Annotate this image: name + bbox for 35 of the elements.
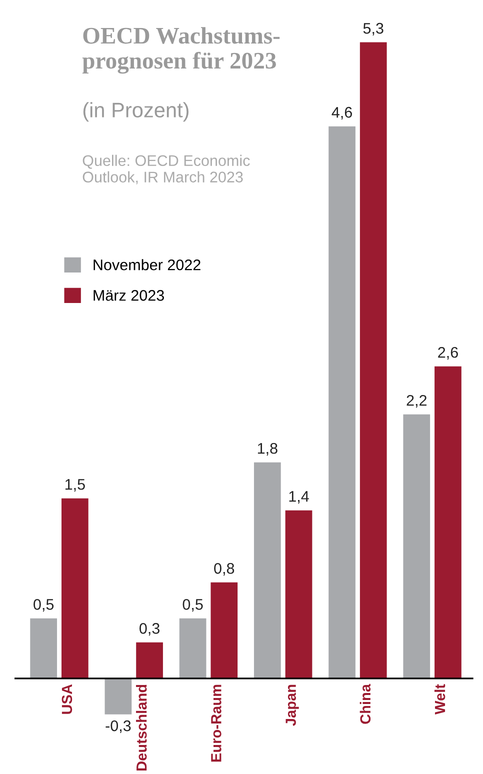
data-label: 0,5 [182, 599, 203, 612]
bar [285, 510, 312, 678]
data-label: 0,3 [140, 623, 160, 636]
bar [360, 42, 387, 678]
legend-label: März 2023 [94, 290, 164, 301]
chart-title: OECD Wachstums- prognosen für 2023 [82, 27, 280, 74]
x-tick-label: Japan [286, 684, 299, 726]
data-label: 1,5 [65, 479, 85, 492]
data-label: 4,6 [332, 106, 352, 120]
text: (in Prozent) [83, 102, 188, 122]
bar [210, 582, 238, 678]
bar [434, 366, 462, 678]
bar [179, 618, 206, 678]
data-label: 5,3 [363, 22, 384, 36]
bar [30, 618, 58, 678]
bar [104, 678, 132, 714]
bar [254, 462, 281, 678]
data-label: 1,8 [258, 442, 278, 456]
bar [61, 498, 88, 678]
x-tick-label: Euro-Raum [211, 684, 222, 762]
x-tick-label: Deutschland [136, 684, 147, 770]
annotation: Quelle: OECD Economic Outlook, IR March 2023 [82, 154, 250, 184]
data-label: 2,6 [438, 346, 458, 360]
bar [328, 126, 356, 678]
x-tick-label: USA [62, 684, 72, 714]
bar [136, 642, 163, 678]
data-label: 0,8 [214, 563, 234, 576]
data-label: -0,3 [106, 720, 131, 733]
x-tick-label: Welt [434, 684, 446, 714]
data-label: 2,2 [406, 394, 426, 408]
bar [403, 414, 430, 678]
data-label: 0,5 [34, 599, 54, 612]
x-tick-label: China [360, 684, 371, 724]
data-label: 1,4 [289, 491, 309, 504]
legend-label: November 2022 [94, 259, 200, 270]
